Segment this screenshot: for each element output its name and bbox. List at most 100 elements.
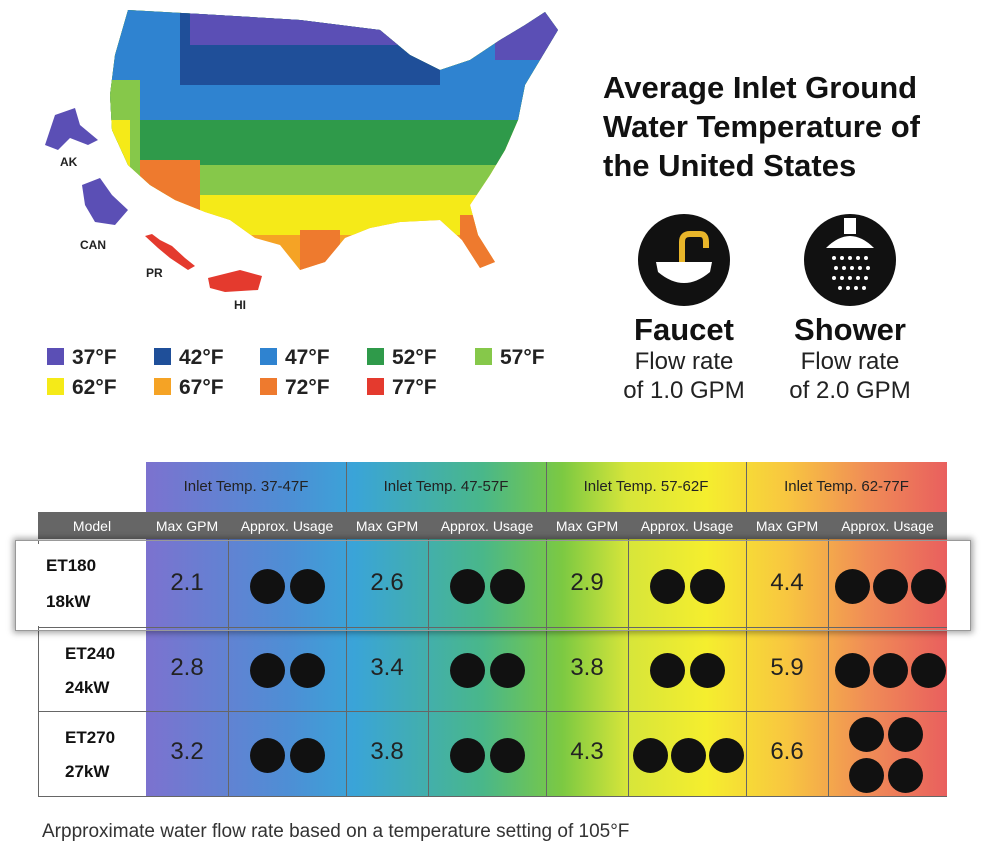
gpm-value: 2.9 xyxy=(570,569,604,596)
legend-item: 37°F xyxy=(47,346,117,370)
usage-icons xyxy=(228,566,346,606)
faucet-icon xyxy=(289,568,325,604)
usage-icons xyxy=(428,650,546,690)
legend-swatch xyxy=(367,348,384,365)
grid-line xyxy=(346,462,347,797)
gpm-value: 2.8 xyxy=(170,654,204,681)
faucet-icon xyxy=(834,568,870,604)
legend-swatch xyxy=(260,378,277,395)
shower-icon xyxy=(449,737,485,773)
shower-icon xyxy=(489,568,525,604)
usage-header: Approx. Usage xyxy=(640,517,734,534)
faucet-icon xyxy=(449,568,485,604)
table-row-model: ET240 24kW xyxy=(39,628,146,711)
shower-icon xyxy=(489,737,525,773)
gpm-value: 2.1 xyxy=(170,569,204,596)
max-gpm-header: Max GPM xyxy=(155,517,219,534)
faucet-flow-line1: Flow rate xyxy=(634,348,734,375)
grid-line xyxy=(746,462,747,797)
shower-icon xyxy=(689,568,725,604)
usage-header: Approx. Usage xyxy=(240,517,334,534)
legend-item: 77°F xyxy=(367,376,437,400)
legend-swatch xyxy=(154,378,171,395)
shower-icon xyxy=(289,737,325,773)
grid-line xyxy=(546,462,547,797)
faucet-title: Faucet xyxy=(634,312,734,347)
usage-icons xyxy=(630,735,746,775)
usage-icons xyxy=(428,735,546,775)
faucet-icon xyxy=(632,737,668,773)
usage-icons xyxy=(628,566,746,606)
legend-item: 67°F xyxy=(154,376,224,400)
shower-icon xyxy=(649,652,685,688)
gpm-value: 6.6 xyxy=(770,738,804,765)
faucet-icon xyxy=(249,737,285,773)
label-hi: HI xyxy=(234,298,246,312)
group-header: Inlet Temp. 37-47F xyxy=(183,477,309,495)
legend-swatch xyxy=(475,348,492,365)
grid-line xyxy=(428,512,429,797)
usage-icons xyxy=(846,716,926,794)
faucet-icon xyxy=(649,568,685,604)
legend-item: 72°F xyxy=(260,376,330,400)
shower-title: Shower xyxy=(794,312,906,347)
shower-icon xyxy=(708,737,744,773)
faucet-icon xyxy=(638,214,730,306)
table-row-model: ET180 18kW xyxy=(20,544,128,626)
shower-icon xyxy=(910,568,946,604)
gpm-value: 3.4 xyxy=(370,654,404,681)
group-header: Inlet Temp. 47-57F xyxy=(383,477,509,495)
faucet-icon xyxy=(849,717,884,752)
shower-icon xyxy=(849,758,884,793)
gpm-value: 4.4 xyxy=(770,569,804,596)
model-header: Model xyxy=(72,517,112,534)
label-can: CAN xyxy=(80,238,106,252)
usage-icons xyxy=(228,650,346,690)
shower-icon xyxy=(872,568,908,604)
usage-icons xyxy=(832,650,948,690)
shower-icon xyxy=(872,652,908,688)
legend-swatch xyxy=(47,348,64,365)
faucet-icon xyxy=(449,652,485,688)
gpm-value: 3.8 xyxy=(370,738,404,765)
subheader-bar xyxy=(38,512,947,539)
shower-icon xyxy=(804,214,896,306)
grid-line xyxy=(828,512,829,797)
us-temperature-map xyxy=(45,10,558,292)
gpm-value: 3.8 xyxy=(570,654,604,681)
max-gpm-header: Max GPM xyxy=(755,517,819,534)
max-gpm-header: Max GPM xyxy=(555,517,619,534)
faucet-icon xyxy=(249,568,285,604)
shower-icon xyxy=(888,717,923,752)
label-pr: PR xyxy=(146,266,163,280)
shower-flow-line1: Flow rate xyxy=(800,348,900,375)
grid-line xyxy=(38,540,39,797)
grid-line xyxy=(38,711,947,712)
grid-line xyxy=(228,512,229,797)
faucet-flow-line2: of 1.0 GPM xyxy=(623,377,745,404)
legend-swatch xyxy=(154,348,171,365)
usage-header: Approx. Usage xyxy=(440,517,534,534)
legend-item: 57°F xyxy=(475,346,545,370)
shower-icon xyxy=(888,758,923,793)
label-ak: AK xyxy=(60,155,78,169)
table-row-model: ET270 27kW xyxy=(39,712,146,796)
gpm-value: 2.6 xyxy=(370,569,404,596)
shower-icon xyxy=(670,737,706,773)
shower-icon xyxy=(910,652,946,688)
faucet-icon xyxy=(249,652,285,688)
usage-icons xyxy=(228,735,346,775)
legend-item: 52°F xyxy=(367,346,437,370)
usage-icons xyxy=(428,566,546,606)
legend-item: 47°F xyxy=(260,346,330,370)
shower-icon xyxy=(834,652,870,688)
legend-swatch xyxy=(260,348,277,365)
usage-icons xyxy=(832,566,948,606)
footnote: Arpproximate water flow rate based on a … xyxy=(42,821,630,842)
legend-item: 42°F xyxy=(154,346,224,370)
legend-swatch xyxy=(47,378,64,395)
gpm-value: 4.3 xyxy=(570,738,604,765)
usage-icons xyxy=(628,650,746,690)
grid-line xyxy=(38,796,947,797)
grid-line xyxy=(38,627,947,628)
